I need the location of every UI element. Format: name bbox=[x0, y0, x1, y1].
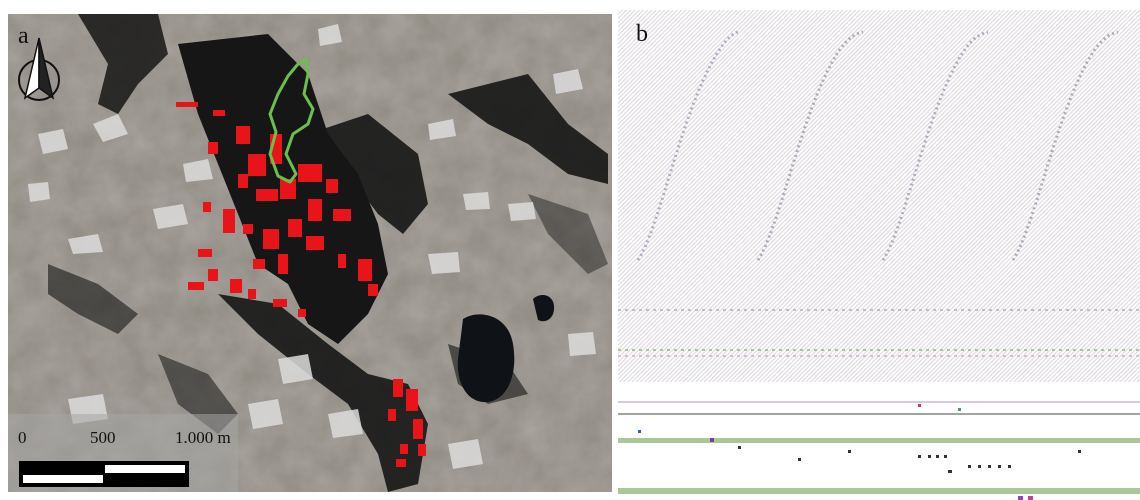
glitch-horizontal-bands bbox=[618, 309, 1140, 357]
rockfall-deposits bbox=[176, 102, 426, 467]
aerial-map-panel: a 0 500 1.000 m bbox=[8, 14, 612, 492]
glitch-diagonal-bands bbox=[636, 30, 1119, 261]
lake-small bbox=[533, 294, 555, 322]
glitch-color-specks bbox=[638, 404, 1033, 500]
glitch-stripe-field bbox=[618, 10, 1140, 382]
scale-bar: 0 500 1.000 m bbox=[8, 414, 238, 492]
scale-bar-graphic bbox=[19, 461, 189, 487]
lake-large bbox=[457, 314, 515, 403]
snow-patches bbox=[28, 24, 596, 469]
glitch-dots bbox=[738, 446, 1081, 473]
scale-label-0: 0 bbox=[18, 428, 27, 447]
panel-label-a: a bbox=[18, 23, 29, 49]
aerial-terrain bbox=[8, 14, 612, 492]
source-area-outline bbox=[268, 58, 315, 184]
north-arrow-icon bbox=[18, 37, 60, 101]
glitch-artifacts bbox=[618, 30, 1140, 500]
glitch-lower-lines bbox=[618, 401, 1140, 494]
scale-label-1000: 1.000 m bbox=[175, 428, 231, 447]
panel-label-b: b bbox=[636, 21, 648, 47]
scale-label-500: 500 bbox=[90, 428, 116, 447]
glitch-image-panel: b bbox=[618, 10, 1140, 500]
